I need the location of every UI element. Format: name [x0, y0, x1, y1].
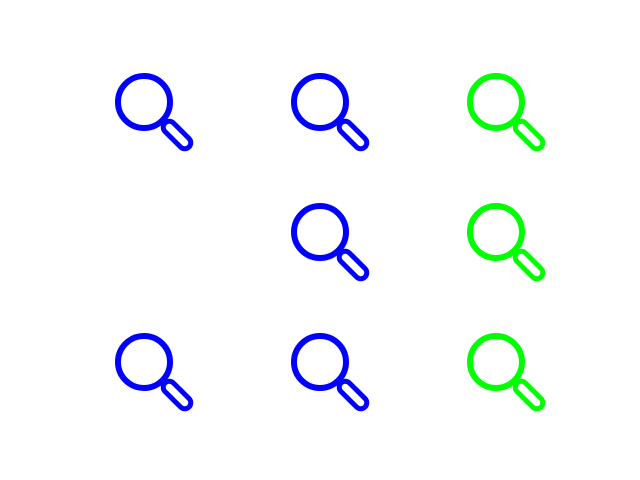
handle — [336, 248, 370, 282]
lens-ring — [291, 73, 349, 131]
lens-ring — [291, 203, 349, 261]
lens-ring — [467, 73, 525, 131]
lens-ring — [115, 333, 173, 391]
lens-ring — [115, 73, 173, 131]
handle — [160, 378, 194, 412]
handle — [512, 118, 546, 152]
lens-ring — [291, 333, 349, 391]
handle — [336, 378, 370, 412]
handle — [336, 118, 370, 152]
magnifying-glass-icon — [276, 320, 376, 420]
magnifying-glass-icon — [452, 60, 552, 160]
magnifying-glass-icon — [452, 320, 552, 420]
handle — [160, 118, 194, 152]
magnifying-glass-icon — [452, 190, 552, 290]
lens-ring — [467, 333, 525, 391]
magnifying-glass-icon — [100, 320, 200, 420]
magnifying-glass-icon — [276, 190, 376, 290]
magnifying-glass-icon — [100, 60, 200, 160]
handle — [512, 378, 546, 412]
magnifying-glass-icon — [276, 60, 376, 160]
lens-ring — [467, 203, 525, 261]
handle — [512, 248, 546, 282]
